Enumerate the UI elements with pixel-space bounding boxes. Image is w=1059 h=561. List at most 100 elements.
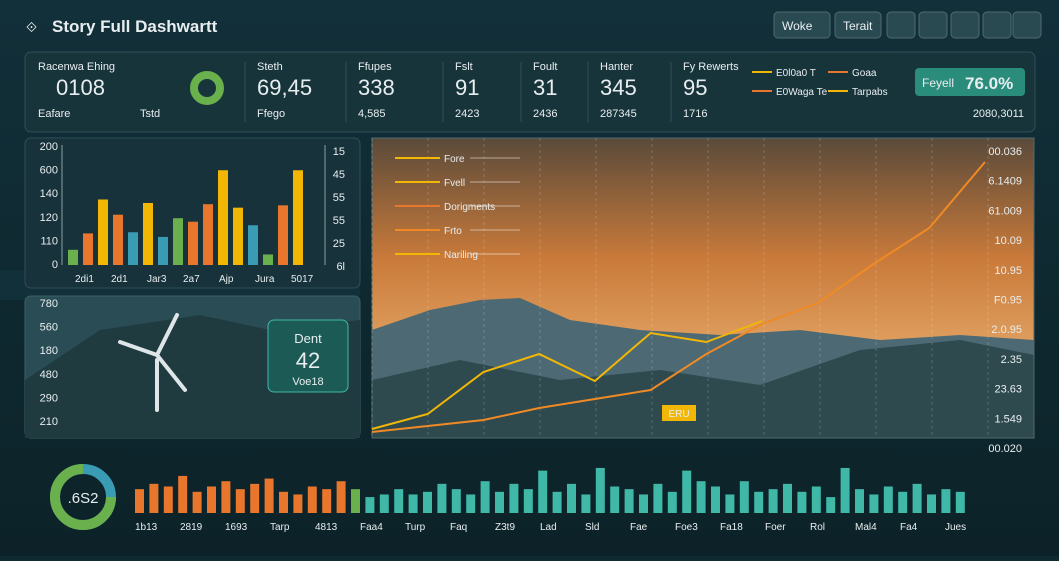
stat-card bbox=[267, 319, 349, 393]
kpi-value: 338 bbox=[358, 75, 395, 100]
legend-label: Fvell bbox=[444, 178, 465, 189]
axis-label: 6l bbox=[336, 261, 345, 273]
bar bbox=[263, 254, 273, 265]
axis-label: 55 bbox=[333, 215, 345, 227]
legend-label: Tarpabs bbox=[852, 87, 888, 98]
axis-label: 15 bbox=[333, 146, 345, 158]
axis-label: 00.020 bbox=[988, 443, 1022, 455]
button-icon[interactable] bbox=[950, 11, 980, 39]
legend-label: Fore bbox=[444, 154, 465, 165]
kpi-label: Foult bbox=[533, 61, 557, 73]
legend-label: E0l0a0 T bbox=[776, 68, 816, 79]
button-label[interactable]: Terait bbox=[843, 19, 873, 33]
kpi-value: 69,45 bbox=[257, 75, 312, 100]
bar bbox=[218, 170, 228, 265]
bar bbox=[624, 489, 634, 513]
kpi-label: Hanter bbox=[600, 61, 633, 73]
bar bbox=[203, 204, 213, 265]
bar bbox=[83, 233, 93, 265]
bar bbox=[365, 497, 375, 513]
button[interactable] bbox=[834, 11, 882, 39]
wind-turbine bbox=[118, 313, 187, 412]
bar bbox=[279, 491, 288, 513]
button-icon[interactable] bbox=[1012, 11, 1042, 39]
line bbox=[371, 161, 986, 433]
axis-label: 120 bbox=[40, 212, 58, 224]
axis-label: 6.1409 bbox=[988, 176, 1022, 188]
button[interactable] bbox=[773, 11, 831, 39]
bar bbox=[293, 494, 303, 513]
bar bbox=[754, 491, 764, 513]
bar bbox=[423, 491, 432, 513]
bar bbox=[869, 494, 879, 513]
bar bbox=[783, 483, 792, 513]
axis-label: 10.95 bbox=[994, 265, 1022, 277]
kpi-label: Racenwa Ehing bbox=[38, 61, 115, 73]
axis-label: 180 bbox=[40, 345, 58, 357]
x-label: 5017 bbox=[291, 274, 314, 285]
bar bbox=[552, 491, 562, 513]
bar bbox=[855, 489, 864, 513]
axis-label: 780 bbox=[40, 298, 58, 310]
x-label: 2di1 bbox=[75, 274, 94, 285]
button-icon[interactable] bbox=[886, 11, 916, 39]
bar bbox=[826, 497, 836, 513]
button-icon[interactable] bbox=[918, 11, 948, 39]
badge-sub: 2080,3011 bbox=[973, 108, 1024, 120]
kpi-extra: Tstd bbox=[140, 108, 160, 120]
kpi-sub: Ffego bbox=[257, 108, 285, 120]
x-label: Fa18 bbox=[720, 522, 743, 533]
axis-label: 00.036 bbox=[988, 146, 1022, 158]
x-label: Tarp bbox=[270, 522, 290, 533]
donut-label: .6S2 bbox=[68, 490, 99, 507]
x-label: Rol bbox=[810, 522, 825, 533]
bar bbox=[912, 483, 922, 513]
axis-label: 480 bbox=[40, 369, 58, 381]
axis-label: 290 bbox=[40, 392, 58, 404]
x-label: 1b13 bbox=[135, 522, 158, 533]
bar bbox=[797, 491, 807, 513]
axis-label: 140 bbox=[40, 188, 58, 200]
bar bbox=[653, 483, 663, 513]
bar bbox=[941, 489, 951, 513]
x-label: Jar3 bbox=[147, 274, 167, 285]
axis-label: 200 bbox=[40, 141, 58, 153]
button-icon[interactable] bbox=[982, 11, 1012, 39]
kpi-value: 0108 bbox=[56, 75, 105, 100]
kpi-sub: 4,585 bbox=[358, 108, 386, 120]
button-label[interactable]: Woke bbox=[782, 19, 813, 33]
axis-label: 2.35 bbox=[1001, 354, 1022, 366]
bar bbox=[840, 467, 850, 513]
axis-label: 61.009 bbox=[988, 205, 1022, 217]
kpi-label: Steth bbox=[257, 61, 283, 73]
x-label: 2d1 bbox=[111, 274, 128, 285]
bar bbox=[567, 483, 576, 513]
bar bbox=[509, 483, 519, 513]
legend-label: E0Waga Te bbox=[776, 87, 828, 98]
legend-label: Goaa bbox=[852, 68, 877, 79]
annotation: ERU bbox=[668, 409, 689, 420]
kpi-value: 345 bbox=[600, 75, 637, 100]
bar bbox=[188, 221, 198, 265]
bar bbox=[451, 489, 461, 513]
kpi-gauge bbox=[190, 71, 224, 105]
line-panel bbox=[371, 137, 1035, 439]
axis-label: 23.63 bbox=[994, 384, 1022, 396]
bar bbox=[293, 170, 303, 265]
axis-label: 560 bbox=[40, 322, 58, 334]
axis-label: 1.549 bbox=[994, 413, 1022, 425]
x-label: 4813 bbox=[315, 522, 338, 533]
kpi-label: Fslt bbox=[455, 61, 473, 73]
bar bbox=[163, 486, 173, 513]
bar bbox=[250, 483, 260, 513]
card-label: Dent bbox=[294, 331, 322, 346]
bar bbox=[538, 470, 548, 513]
bar bbox=[739, 481, 749, 513]
x-label: Mal4 bbox=[855, 522, 877, 533]
bar bbox=[811, 486, 821, 513]
legend-label: Nariling bbox=[444, 250, 478, 261]
bar bbox=[955, 491, 965, 513]
axis-label: 2.0.95 bbox=[991, 324, 1022, 336]
logo: ⟐ bbox=[26, 19, 37, 35]
